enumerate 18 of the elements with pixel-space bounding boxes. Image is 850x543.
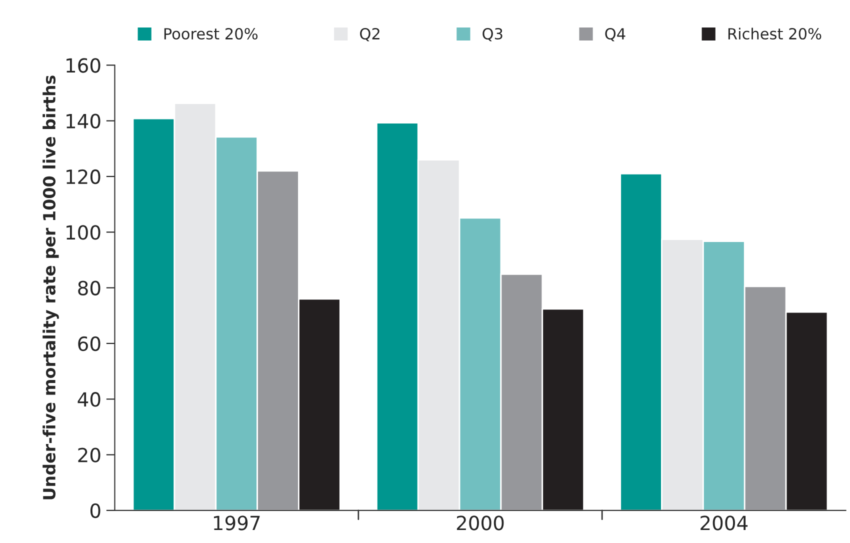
legend-label: Q4 <box>605 28 626 42</box>
y-tick-label: 140 <box>66 114 100 128</box>
y-tick-label: 40 <box>78 392 100 407</box>
y-tick-label: 160 <box>66 58 100 73</box>
y-tick-label: 80 <box>78 280 100 296</box>
y-axis-title: Under-five mortality rate per 1000 live births <box>42 76 59 500</box>
legend-label: Q2 <box>360 28 380 42</box>
x-tick-label: 1997 <box>214 516 260 530</box>
y-tick-label: 20 <box>78 448 100 462</box>
y-tick-label: 100 <box>66 225 100 240</box>
y-tick-label: 120 <box>66 169 100 184</box>
legend-label: Q3 <box>482 28 502 42</box>
x-tick-label: 2004 <box>700 516 748 530</box>
legend-label: Poorest 20% <box>164 28 258 40</box>
x-tick-label: 2000 <box>456 516 504 530</box>
legend-label: Richest 20% <box>728 28 822 40</box>
y-tick-label: 60 <box>78 336 100 352</box>
y-tick-label: 0 <box>90 503 100 518</box>
